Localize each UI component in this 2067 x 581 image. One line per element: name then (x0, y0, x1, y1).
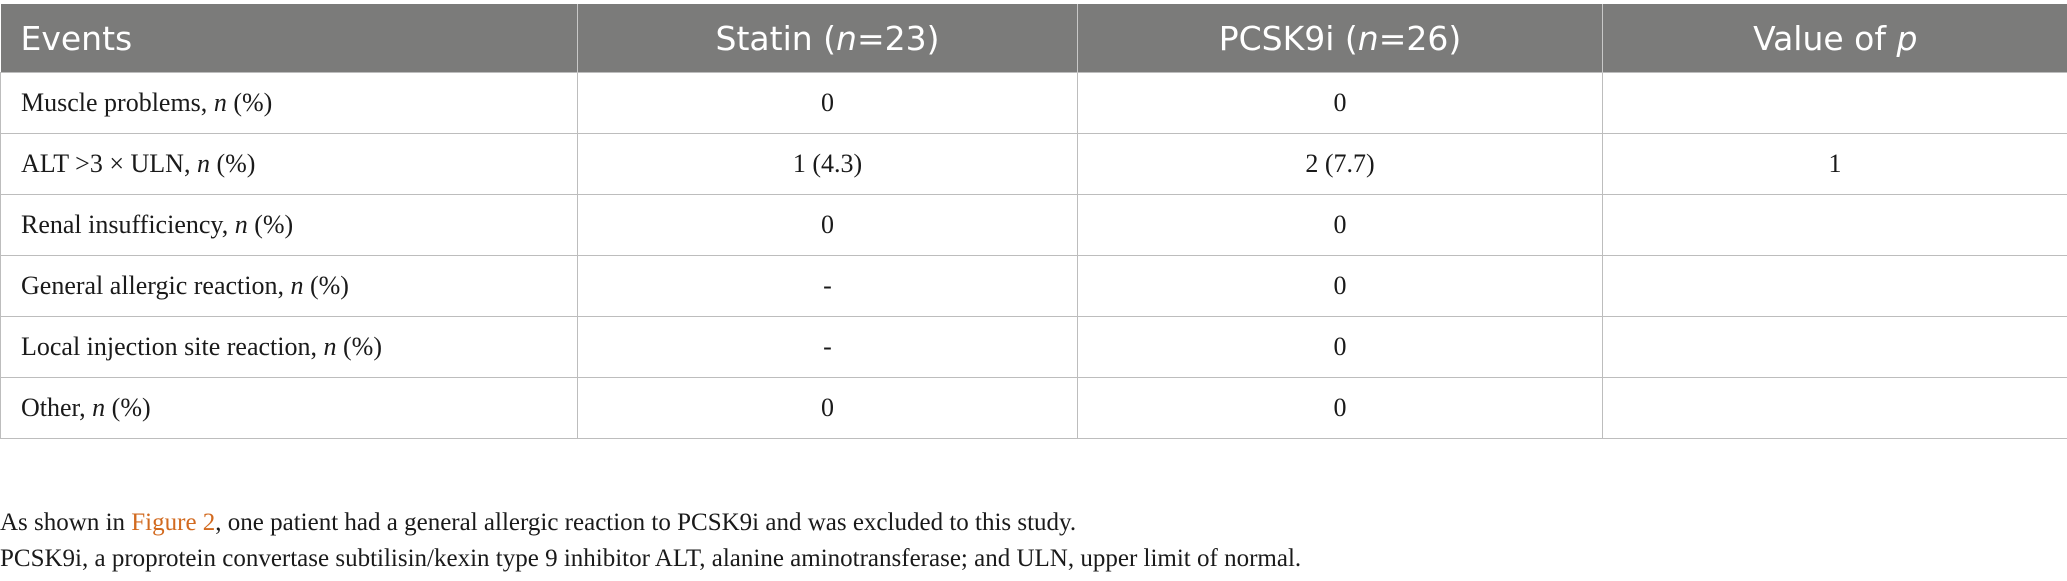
event-cell: Other, n (%) (0, 377, 578, 439)
p-value-cell (1602, 194, 2067, 256)
header-events: Events (0, 4, 578, 73)
footnote-line-1: As shown in Figure 2, one patient had a … (0, 509, 1077, 536)
table-row: Muscle problems, n (%) 0 0 (0, 72, 2067, 134)
statin-cell: 0 (577, 72, 1078, 134)
event-cell: Renal insufficiency, n (%) (0, 194, 578, 256)
event-cell: General allergic reaction, n (%) (0, 255, 578, 317)
statin-cell: - (577, 255, 1078, 317)
event-cell: Local injection site reaction, n (%) (0, 316, 578, 378)
pcsk9i-cell: 0 (1077, 72, 1603, 134)
table-body: Muscle problems, n (%) 0 0 ALT >3 × ULN,… (0, 72, 2067, 439)
p-value-cell (1602, 72, 2067, 134)
figure-2-link[interactable]: Figure 2 (131, 509, 216, 536)
footnote-line-2: PCSK9i, a proprotein convertase subtilis… (0, 545, 1302, 572)
pcsk9i-cell: 2 (7.7) (1077, 133, 1603, 195)
pcsk9i-cell: 0 (1077, 255, 1603, 317)
table-row: Renal insufficiency, n (%) 0 0 (0, 194, 2067, 256)
pcsk9i-cell: 0 (1077, 316, 1603, 378)
p-value-cell (1602, 316, 2067, 378)
event-cell: ALT >3 × ULN, n (%) (0, 133, 578, 195)
adverse-events-table-container: Events Statin (n=23) PCSK9i (n=26) Value… (0, 4, 2067, 439)
header-p-value: Value of p (1602, 4, 2067, 73)
table-row: ALT >3 × ULN, n (%) 1 (4.3) 2 (7.7) 1 (0, 133, 2067, 195)
p-value-cell (1602, 255, 2067, 317)
statin-cell: - (577, 316, 1078, 378)
statin-cell: 0 (577, 377, 1078, 439)
pcsk9i-cell: 0 (1077, 194, 1603, 256)
pcsk9i-cell: 0 (1077, 377, 1603, 439)
adverse-events-table: Events Statin (n=23) PCSK9i (n=26) Value… (0, 4, 2067, 439)
table-row: Local injection site reaction, n (%) - 0 (0, 316, 2067, 378)
table-row: General allergic reaction, n (%) - 0 (0, 255, 2067, 317)
statin-cell: 0 (577, 194, 1078, 256)
statin-cell: 1 (4.3) (577, 133, 1078, 195)
header-statin: Statin (n=23) (577, 4, 1078, 73)
table-footnotes: As shown in Figure 2, one patient had a … (0, 505, 2067, 577)
event-cell: Muscle problems, n (%) (0, 72, 578, 134)
p-value-cell (1602, 377, 2067, 439)
p-value-cell: 1 (1602, 133, 2067, 195)
header-pcsk9i: PCSK9i (n=26) (1077, 4, 1603, 73)
table-row: Other, n (%) 0 0 (0, 377, 2067, 439)
table-header: Events Statin (n=23) PCSK9i (n=26) Value… (0, 4, 2067, 73)
header-row: Events Statin (n=23) PCSK9i (n=26) Value… (0, 4, 2067, 73)
